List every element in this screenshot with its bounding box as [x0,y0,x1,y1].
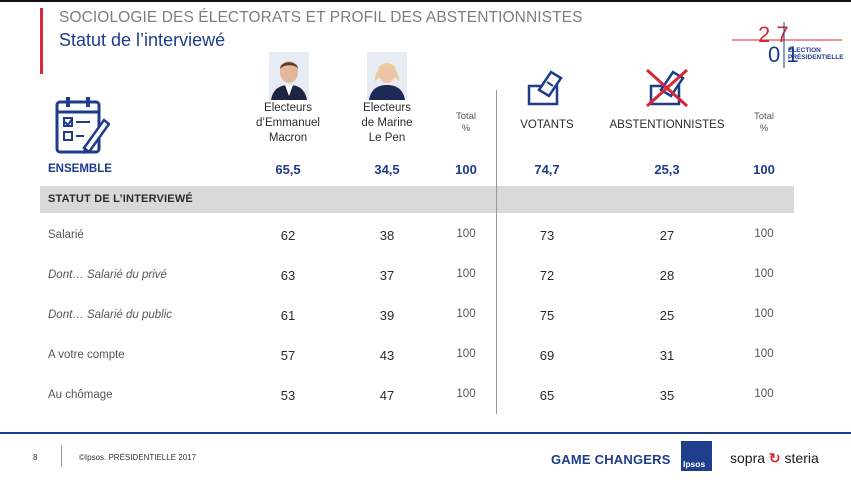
top-border [0,0,851,2]
ensemble-macron: 65,5 [275,162,301,177]
cell-lepen: 39 [379,308,395,323]
cell-macron: 62 [280,228,296,243]
cell-total-2: 100 [754,348,774,360]
cell-lepen: 38 [379,228,395,243]
section-band: STATUT DE L’INTERVIEWÉ [40,186,794,213]
row-label: Salarié [48,229,84,241]
ballot-box-icon [527,70,563,106]
cell-lepen: 43 [379,348,395,363]
cell-votants: 69 [539,348,555,363]
cell-macron: 57 [280,348,296,363]
sopra-text: sopra [730,450,766,466]
page-subtitle: Statut de l’interviewé [59,30,226,50]
ensemble-lepen: 34,5 [374,162,400,177]
ensemble-total-1: 100 [455,162,477,177]
logo-digit-0: 0 1 [768,42,799,67]
cell-lepen: 47 [379,388,395,403]
cell-total-1: 100 [456,268,476,280]
cell-abstentionnistes: 25 [659,308,675,323]
col-header-macron-line3: Macron [268,132,308,144]
col-header-total-2-line2: % [759,123,769,134]
cell-total-2: 100 [754,268,774,280]
col-header-total-1-line1: Total [455,111,477,122]
ensemble-label: ENSEMBLE [48,163,112,175]
ballot-box-crossed-icon [645,68,689,108]
cell-votants: 72 [539,268,555,283]
col-header-lepen: Electeurs de Marine Le Pen [349,101,425,146]
col-header-votants: VOTANTS [520,119,574,131]
footer-copyright: ©Ipsos. PRÉSIDENTIELLE 2017 [79,453,197,462]
col-header-total-2-line1: Total [753,111,775,122]
logo-digit-2: 2 7 [758,22,789,47]
cell-abstentionnistes: 27 [659,228,675,243]
cell-abstentionnistes: 35 [659,388,675,403]
row-label: Au chômage [48,389,113,401]
cell-total-1: 100 [456,308,476,320]
election-2017-logo: 2 7 0 1 ÉLECTION PRÉSIDENTIELLE [732,22,844,68]
footer-rule [0,432,851,434]
col-header-lepen-line1: Electeurs [363,102,411,114]
col-header-total-1-line2: % [461,123,471,134]
col-header-macron: Electeurs d’Emmanuel Macron [250,101,326,146]
section-label: STATUT DE L’INTERVIEWÉ [48,193,193,205]
cell-abstentionnistes: 28 [659,268,675,283]
ipsos-logo-text: Ipsos [683,459,706,469]
game-changers-slogan: GAME CHANGERS [551,452,671,467]
cell-votants: 75 [539,308,555,323]
ensemble-abstentionnistes: 25,3 [654,162,680,177]
macron-portrait [269,52,309,100]
col-header-lepen-line3: Le Pen [368,132,406,144]
row-label: Dont… Salarié du privé [48,269,167,281]
logo-presidentielle-text: PRÉSIDENTIELLE [788,52,844,61]
page-number: 8 [33,453,38,462]
cell-total-1: 100 [456,388,476,400]
cell-macron: 53 [280,388,296,403]
cell-macron: 63 [280,268,296,283]
sopra-steria-logo: sopra ↻ steria [730,450,819,467]
col-header-macron-line1: Electeurs [264,102,312,114]
footer-separator [61,445,62,467]
cell-lepen: 37 [379,268,395,283]
cell-total-2: 100 [754,388,774,400]
ensemble-total-2: 100 [753,162,775,177]
column-divider [496,90,497,414]
col-header-abstentionnistes: ABSTENTIONNISTES [609,119,725,131]
cell-total-1: 100 [456,228,476,240]
steria-swirl-icon: ↻ [768,450,781,466]
cell-votants: 65 [539,388,555,403]
col-header-total-2: Total % [744,111,784,135]
lepen-portrait [367,52,407,100]
row-label: A votre compte [48,349,125,361]
cell-total-2: 100 [754,228,774,240]
ensemble-votants: 74,7 [534,162,560,177]
title-accent-bar [40,8,43,74]
row-label: Dont… Salarié du public [48,309,173,321]
steria-text: steria [784,450,819,466]
cell-total-1: 100 [456,348,476,360]
col-header-macron-line2: d’Emmanuel [256,117,320,129]
cell-macron: 61 [280,308,296,323]
logo-election-text: ÉLECTION [788,45,821,54]
cell-votants: 73 [539,228,555,243]
col-header-total-1: Total % [446,111,486,135]
col-header-lepen-line2: de Marine [361,117,413,129]
calendar-checklist-icon [55,97,110,154]
cell-abstentionnistes: 31 [659,348,675,363]
ipsos-logo: Ipsos [681,441,712,471]
cell-total-2: 100 [754,308,774,320]
page-title: SOCIOLOGIE DES ÉLECTORATS ET PROFIL DES … [59,9,583,26]
